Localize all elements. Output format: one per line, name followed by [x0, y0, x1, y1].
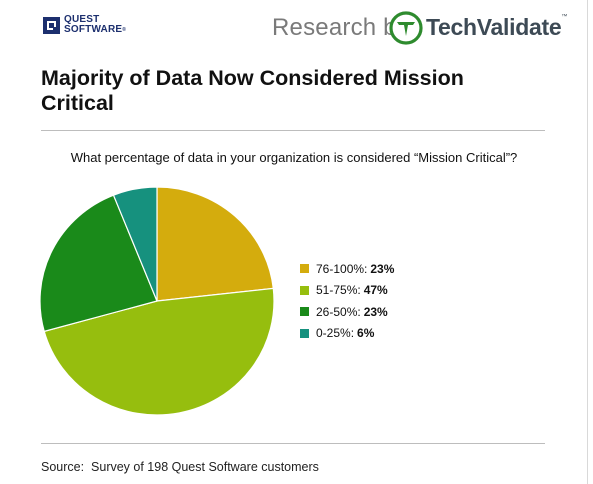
survey-question: What percentage of data in your organiza…	[70, 150, 518, 165]
pie-chart	[39, 186, 275, 416]
techvalidate-tm: ™	[561, 14, 568, 20]
legend-item: 0-25%: 6%	[300, 323, 394, 345]
source-note: Source: Survey of 198 Quest Software cus…	[41, 460, 319, 474]
pie-slice-26-50%	[39, 194, 158, 333]
top-divider	[41, 130, 545, 131]
legend-value: 6%	[357, 326, 375, 341]
legend-item: 51-75%: 47%	[300, 280, 394, 302]
legend-label: 51-75%:	[316, 283, 361, 298]
techvalidate-logo-icon	[389, 11, 423, 45]
pie-slice-76-100%	[156, 186, 274, 302]
techvalidate-tech: Tech	[426, 14, 477, 40]
quest-logo-tm: ®	[122, 27, 127, 33]
bottom-divider	[41, 443, 545, 444]
quest-logo-line1: QUEST	[64, 14, 100, 25]
quest-mark-icon	[43, 17, 60, 34]
legend-swatch	[300, 307, 309, 317]
chart-title: Majority of Data Now Considered Mission …	[41, 66, 464, 115]
legend-label: 0-25%:	[316, 326, 355, 341]
legend-swatch	[300, 328, 309, 338]
pie-slice-0-25%	[112, 186, 158, 302]
quest-logo-line2: SOFTWARE	[64, 24, 123, 35]
legend-value: 47%	[363, 283, 388, 298]
legend-item: 76-100%: 23%	[300, 258, 394, 280]
legend-value: 23%	[363, 304, 388, 319]
legend-item: 26-50%: 23%	[300, 301, 394, 323]
quest-software-logo: QUEST SOFTWARE®	[43, 13, 143, 43]
legend-label: 76-100%:	[316, 261, 368, 276]
research-by-label: Research by	[272, 14, 409, 41]
techvalidate-validate: Validate	[476, 14, 562, 40]
legend-value: 23%	[370, 261, 395, 276]
techvalidate-wordmark: TechValidate™	[426, 14, 567, 41]
pie-slice-51-75%	[43, 287, 275, 416]
legend-label: 26-50%:	[316, 304, 361, 319]
legend-swatch	[300, 264, 309, 274]
legend-swatch	[300, 285, 309, 295]
chart-legend: 76-100%: 23% 51-75%: 47% 26-50%: 23% 0-2…	[300, 258, 394, 344]
